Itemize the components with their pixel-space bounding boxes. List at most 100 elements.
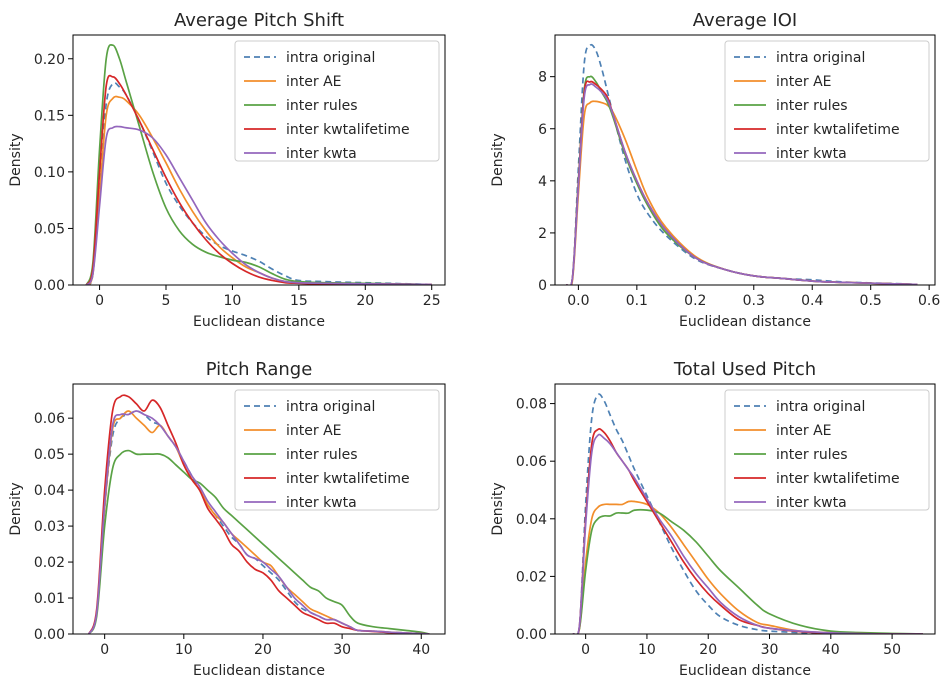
y-tick-label: 6 (538, 122, 547, 138)
x-tick-label: 0.0 (567, 293, 589, 309)
legend-box (724, 389, 930, 511)
x-tick-label: 40 (412, 642, 430, 658)
y-tick-label: 0.15 (34, 108, 65, 124)
y-tick-label: 0.20 (34, 52, 65, 68)
y-tick-label: 0.10 (34, 165, 65, 181)
y-tick-label: 2 (538, 226, 547, 242)
y-tick-label: 0.08 (516, 397, 547, 413)
y-axis-label: Density (490, 482, 506, 535)
legend-box (724, 40, 930, 162)
legend-label: inter kwta (286, 495, 357, 511)
legend-label: inter rules (286, 98, 358, 114)
x-tick-label: 30 (333, 642, 351, 658)
chart-title: Average IOI (693, 10, 797, 31)
y-axis-label: Density (490, 133, 506, 186)
y-tick-label: 0.02 (34, 555, 65, 571)
y-tick-label: 0.03 (34, 519, 65, 535)
y-tick-label: 0.00 (516, 627, 547, 643)
series-line-inter-kwtalifetime (88, 394, 430, 634)
legend-box (234, 40, 440, 162)
chart-title: Average Pitch Shift (174, 10, 344, 31)
legend-label: inter AE (286, 423, 342, 439)
x-tick-label: 0.5 (860, 293, 882, 309)
series-group (88, 394, 430, 634)
legend-label: intra original (776, 50, 865, 66)
series-line-inter-kwta (565, 83, 918, 285)
y-tick-label: 0.00 (34, 627, 65, 643)
x-tick-label: 25 (423, 293, 441, 309)
x-tick-label: 0.4 (801, 293, 823, 309)
legend-label: inter kwtalifetime (286, 122, 410, 138)
y-tick-label: 4 (538, 174, 547, 190)
legend-label: inter kwta (286, 146, 357, 162)
series-line-inter-kwta (85, 125, 432, 285)
y-tick-label: 0.04 (34, 483, 65, 499)
x-tick-label: 20 (356, 293, 374, 309)
y-tick-label: 0.04 (516, 512, 547, 528)
y-axis-label: Density (8, 482, 24, 535)
legend-label: inter kwtalifetime (286, 471, 410, 487)
series-line-inter-rules (572, 508, 923, 634)
x-tick-label: 50 (883, 642, 901, 658)
chart-panel-2: Average IOI 0.0 0.1 0.2 0.3 0.4 0.5 0.6 0 2 4 6 8 Euc… (490, 10, 940, 330)
y-tick-label: 0.02 (516, 569, 547, 585)
x-axis-label: Euclidean distance (193, 663, 325, 679)
series-group (565, 43, 918, 285)
series-line-intra-original (565, 43, 918, 285)
axes-frame (554, 34, 936, 286)
y-tick-label: 0.01 (34, 591, 65, 607)
legend-label: inter AE (286, 74, 342, 90)
x-tick-label: 20 (254, 642, 272, 658)
x-tick-label: 0.1 (626, 293, 648, 309)
chart-title: Pitch Range (206, 359, 313, 380)
chart-panel-3: Pitch Range 0 10 20 30 40 0.00 0.01 0.02 0.03 0.04… (8, 359, 446, 679)
x-tick-label: 30 (761, 642, 779, 658)
legend-label: intra original (286, 50, 375, 66)
legend-label: intra original (286, 399, 375, 415)
x-tick-label: 20 (699, 642, 717, 658)
legend-label: inter rules (776, 447, 848, 463)
legend-label: inter AE (776, 423, 832, 439)
legend-label: inter kwtalifetime (776, 471, 900, 487)
x-axis-label: Euclidean distance (193, 314, 325, 330)
legend-label: inter kwta (776, 495, 847, 511)
legend: intra original inter AE inter rules inter k… (724, 40, 930, 162)
legend-label: inter rules (776, 98, 848, 114)
series-line-inter-kwta (572, 433, 923, 634)
x-axis-label: Euclidean distance (679, 314, 811, 330)
x-tick-label: 0.2 (684, 293, 706, 309)
x-tick-label: 0 (581, 642, 590, 658)
x-tick-label: 0.3 (743, 293, 765, 309)
series-group (85, 44, 432, 285)
x-tick-label: 10 (224, 293, 242, 309)
y-tick-label: 0.00 (34, 278, 65, 294)
y-axis-label: Density (8, 133, 24, 186)
legend-label: intra original (776, 399, 865, 415)
chart-panel-1: Average Pitch Shift 0 5 10 15 20 25 0.00 0.05 0.1… (8, 10, 446, 330)
y-tick-label: 8 (538, 70, 547, 86)
series-line-inter-AE (572, 500, 923, 634)
y-tick-label: 0.06 (34, 411, 65, 427)
axes-frame (554, 383, 936, 635)
legend-label: inter rules (286, 447, 358, 463)
y-tick-label: 0.05 (34, 221, 65, 237)
x-tick-label: 0 (100, 642, 109, 658)
legend: intra original inter AE inter rules inter k… (234, 389, 440, 511)
y-tick-label: 0 (538, 278, 547, 294)
legend-box (234, 389, 440, 511)
x-tick-label: 15 (290, 293, 308, 309)
series-line-inter-rules (85, 44, 432, 285)
x-tick-label: 0 (95, 293, 104, 309)
x-tick-label: 0.6 (918, 293, 940, 309)
y-tick-label: 0.06 (516, 454, 547, 470)
chart-panel-4: Total Used Pitch 0 10 20 30 40 50 0.00 0.02 0.04 0… (490, 359, 936, 679)
x-tick-label: 10 (638, 642, 656, 658)
legend: intra original inter AE inter rules inter k… (724, 389, 930, 511)
x-tick-label: 5 (162, 293, 171, 309)
legend: intra original inter AE inter rules inter k… (234, 40, 440, 162)
axes-frame (72, 34, 446, 286)
legend-label: inter AE (776, 74, 832, 90)
series-line-inter-kwta (88, 410, 430, 634)
x-tick-label: 40 (822, 642, 840, 658)
